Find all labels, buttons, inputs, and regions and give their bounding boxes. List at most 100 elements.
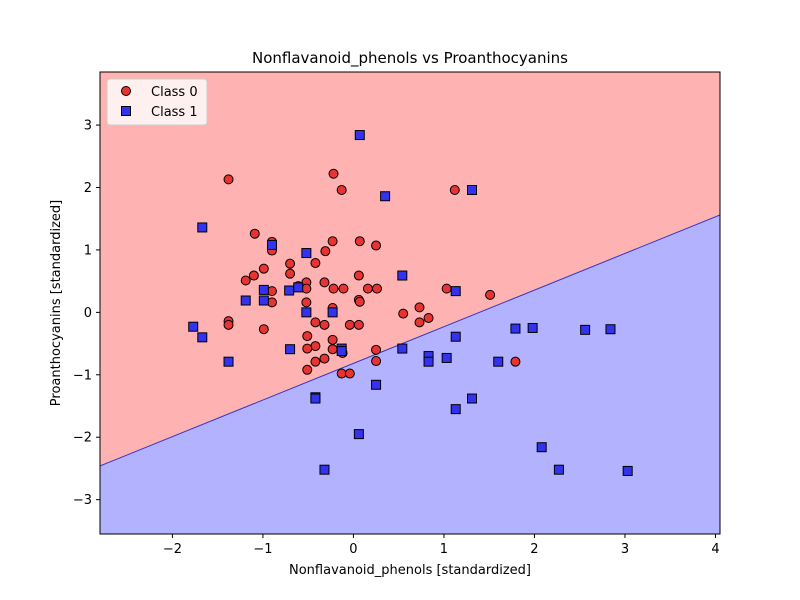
class-1-point <box>197 222 208 233</box>
class-0-point <box>319 353 330 364</box>
y-tick-label: −1 <box>73 368 92 383</box>
class-1-point <box>380 191 391 202</box>
class-1-point <box>622 465 633 476</box>
class-1-point <box>327 307 338 318</box>
class-1-point <box>353 429 364 440</box>
x-tick-label: 3 <box>621 542 629 557</box>
class-0-point <box>398 308 409 319</box>
class-0-point <box>327 334 338 345</box>
class-1-point <box>450 331 461 342</box>
class-1-point <box>319 464 330 475</box>
class-0-point <box>449 184 460 195</box>
legend-box <box>106 78 208 126</box>
class-1-point <box>553 464 564 475</box>
legend-marker-class-1 <box>121 106 131 116</box>
class-1-point <box>285 344 296 355</box>
class-1-point <box>450 286 461 297</box>
class-0-point <box>336 184 347 195</box>
class-0-point <box>319 277 330 288</box>
class-1-point <box>467 393 477 404</box>
class-0-point <box>344 368 355 379</box>
class-0-point <box>353 270 364 281</box>
class-1-point <box>310 393 321 404</box>
class-0-point <box>285 268 296 279</box>
plot-area <box>100 72 720 534</box>
class-1-point <box>493 356 504 367</box>
class-0-point <box>302 343 313 354</box>
class-0-point <box>240 275 251 286</box>
class-0-region <box>100 72 720 466</box>
chart-title: Nonflavanoid_phenols vs Proanthocyanins <box>252 49 568 68</box>
class-0-point <box>302 364 313 375</box>
x-tick-label: 4 <box>711 542 719 557</box>
class-0-point <box>485 289 496 300</box>
class-0-point <box>423 312 434 323</box>
class-0-point <box>258 263 269 274</box>
class-0-point <box>319 319 330 330</box>
class-1-point <box>397 270 408 281</box>
class-0-point <box>414 302 425 313</box>
y-tick-label: 3 <box>84 119 92 134</box>
y-tick-label: 0 <box>84 306 92 321</box>
class-1-point <box>301 307 312 318</box>
class-0-point <box>362 283 373 294</box>
y-axis-ticks: −3 −2 −1 0 1 2 3 <box>73 119 100 508</box>
class-1-point <box>580 324 591 335</box>
class-1-point <box>450 404 461 415</box>
class-0-point <box>328 283 339 294</box>
class-0-point <box>414 317 425 328</box>
class-0-point <box>310 317 321 328</box>
legend: Class 0 Class 1 <box>106 78 208 126</box>
class-0-point <box>310 356 321 367</box>
class-0-point <box>249 228 260 239</box>
class-0-point <box>310 258 321 269</box>
class-0-point <box>223 174 234 185</box>
class-0-point <box>371 344 382 355</box>
class-1-point <box>258 284 269 295</box>
class-1-point <box>258 295 269 306</box>
x-tick-label: −2 <box>163 542 182 557</box>
class-1-point <box>397 343 408 354</box>
legend-marker-class-0 <box>121 86 131 96</box>
class-1-point <box>527 322 538 333</box>
decision-boundary-line <box>100 214 720 467</box>
class-1-point <box>536 442 547 453</box>
class-1-point <box>188 321 199 332</box>
class-0-point <box>327 344 338 355</box>
class-0-point <box>441 283 452 294</box>
class-0-point <box>310 341 321 352</box>
y-tick-label: −2 <box>73 431 92 446</box>
class-1-point <box>293 282 304 293</box>
class-0-point <box>248 270 259 281</box>
class-0-point <box>344 319 355 330</box>
class-1-point <box>423 356 434 367</box>
class-0-point <box>327 236 338 247</box>
class-1-point <box>197 332 208 343</box>
class-1-point <box>605 324 616 335</box>
class-0-point <box>371 356 382 367</box>
legend-label-class-0: Class 0 <box>151 85 198 100</box>
class-0-point <box>371 240 382 251</box>
class-1-point <box>467 184 477 195</box>
y-axis-label: Proanthocyanins [standardized] <box>49 200 64 406</box>
class-1-region <box>100 214 720 534</box>
x-axis-ticks: −2 −1 0 1 2 3 4 <box>163 534 720 557</box>
x-axis-label: Nonflavanoid_phenols [standardized] <box>289 563 531 578</box>
class-0-point <box>354 236 365 247</box>
class-1-point <box>284 285 295 296</box>
class-0-point <box>353 319 364 330</box>
class-0-point <box>510 356 521 367</box>
x-tick-label: 1 <box>440 542 448 557</box>
class-1-point <box>371 379 382 390</box>
x-tick-label: −1 <box>253 542 272 557</box>
legend-label-class-1: Class 1 <box>151 105 198 120</box>
x-tick-label: 0 <box>349 542 357 557</box>
class-1-point <box>510 323 521 334</box>
class-1-point <box>266 239 277 250</box>
y-tick-label: −3 <box>73 493 92 508</box>
class-0-point <box>338 283 349 294</box>
x-tick-label: 2 <box>530 542 538 557</box>
class-1-point <box>336 346 347 357</box>
class-1-point <box>301 248 312 259</box>
class-0-point <box>223 319 234 330</box>
